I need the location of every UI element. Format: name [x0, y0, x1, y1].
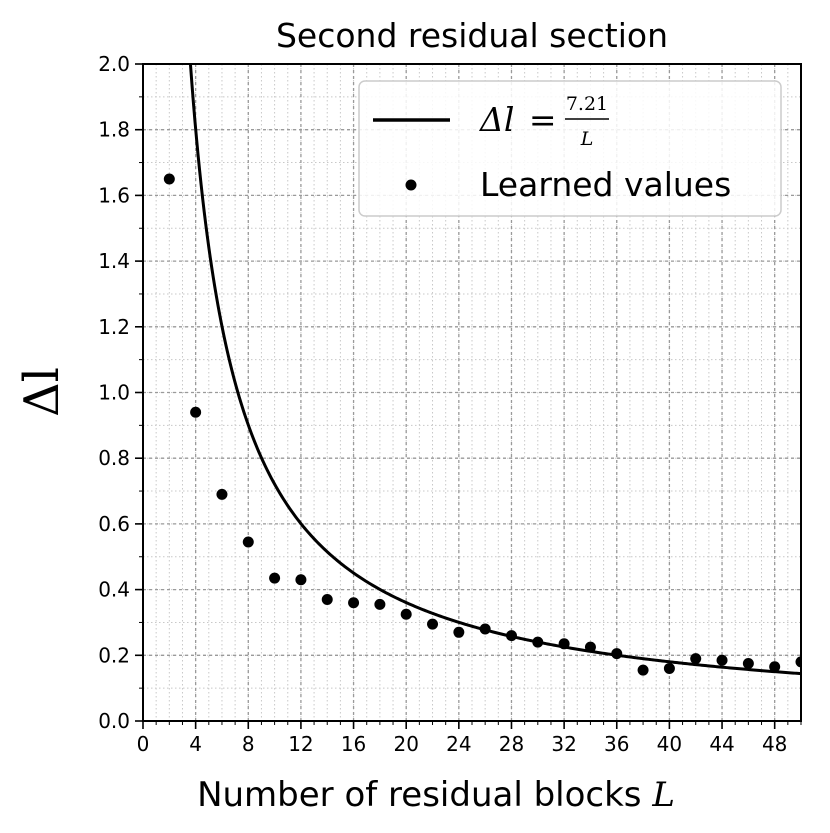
- y-tick-label: 0.4: [98, 578, 130, 602]
- data-point: [716, 654, 728, 666]
- data-point: [584, 641, 596, 653]
- data-point: [611, 648, 623, 660]
- y-tick-label: 2.0: [98, 52, 130, 76]
- x-axis-label-symbol: L: [651, 775, 675, 815]
- y-tick-label: 0.2: [98, 643, 130, 667]
- legend: Δl = 7.21 L Learned values: [358, 80, 782, 217]
- data-point: [637, 664, 649, 676]
- data-point: [427, 618, 439, 630]
- legend-scatter-swatch: [405, 179, 417, 191]
- y-tick-label: 1.8: [98, 118, 130, 142]
- data-point: [558, 638, 570, 650]
- data-point: [453, 626, 465, 638]
- x-tick-label: 48: [762, 732, 787, 756]
- x-tick-label: 12: [288, 732, 313, 756]
- data-point: [795, 656, 801, 668]
- data-point: [190, 406, 202, 418]
- legend-box: [358, 80, 782, 217]
- data-point: [321, 593, 333, 605]
- y-tick-label: 1.2: [98, 315, 130, 339]
- data-point: [532, 636, 544, 648]
- legend-line-lhs: Δl: [478, 100, 514, 139]
- y-ticks: 0.0 0.2 0.4 0.6 0.8 1.0 1.2 1.4 1.6 1.8 2.0: [98, 52, 143, 733]
- data-point: [663, 662, 675, 674]
- x-tick-label: 24: [446, 732, 471, 756]
- legend-line-denominator: L: [580, 128, 594, 150]
- data-point: [690, 653, 702, 665]
- data-point: [374, 598, 386, 610]
- y-tick-label: 1.0: [98, 381, 130, 405]
- y-tick-label: 0.6: [98, 512, 130, 536]
- x-axis-label: Number of residual blocks L: [197, 775, 675, 815]
- x-ticks: 0 4 8 12 16 20 24 28 32 36 40 44 48: [137, 721, 802, 756]
- data-point: [742, 658, 754, 670]
- y-axis-label-text: Δl: [14, 367, 70, 417]
- legend-scatter-label: Learned values: [480, 165, 731, 204]
- legend-line-equals: =: [529, 100, 557, 139]
- data-point: [216, 488, 228, 500]
- x-tick-label: 4: [189, 732, 202, 756]
- data-point: [479, 623, 491, 635]
- y-axis-label: Δl: [14, 367, 70, 417]
- data-point: [269, 572, 281, 584]
- x-tick-label: 20: [393, 732, 418, 756]
- data-point: [769, 661, 781, 673]
- y-tick-label: 1.4: [98, 249, 130, 273]
- x-tick-label: 36: [604, 732, 629, 756]
- data-point: [505, 630, 517, 642]
- x-tick-label: 16: [341, 732, 366, 756]
- data-point: [400, 608, 412, 620]
- svg-text:Δl =: Δl =: [478, 100, 557, 139]
- x-tick-label: 44: [709, 732, 734, 756]
- y-tick-label: 1.6: [98, 183, 130, 207]
- legend-line-label: Δl = 7.21 L: [478, 93, 609, 150]
- y-tick-label: 0.8: [98, 446, 130, 470]
- data-point: [163, 173, 175, 185]
- x-tick-label: 32: [551, 732, 576, 756]
- x-tick-label: 8: [242, 732, 255, 756]
- data-point: [295, 574, 307, 586]
- x-axis-label-text: Number of residual blocks: [197, 775, 641, 815]
- x-tick-label: 40: [657, 732, 682, 756]
- x-tick-label: 0: [137, 732, 150, 756]
- chart-title: Second residual section: [276, 16, 668, 55]
- points-layer: [163, 173, 801, 676]
- legend-line-numerator: 7.21: [566, 93, 608, 115]
- data-point: [242, 536, 254, 548]
- y-tick-label: 0.0: [98, 709, 130, 733]
- data-point: [348, 597, 360, 609]
- fit-curve: [188, 63, 802, 676]
- x-tick-label: 28: [499, 732, 524, 756]
- curve-layer: [188, 63, 802, 676]
